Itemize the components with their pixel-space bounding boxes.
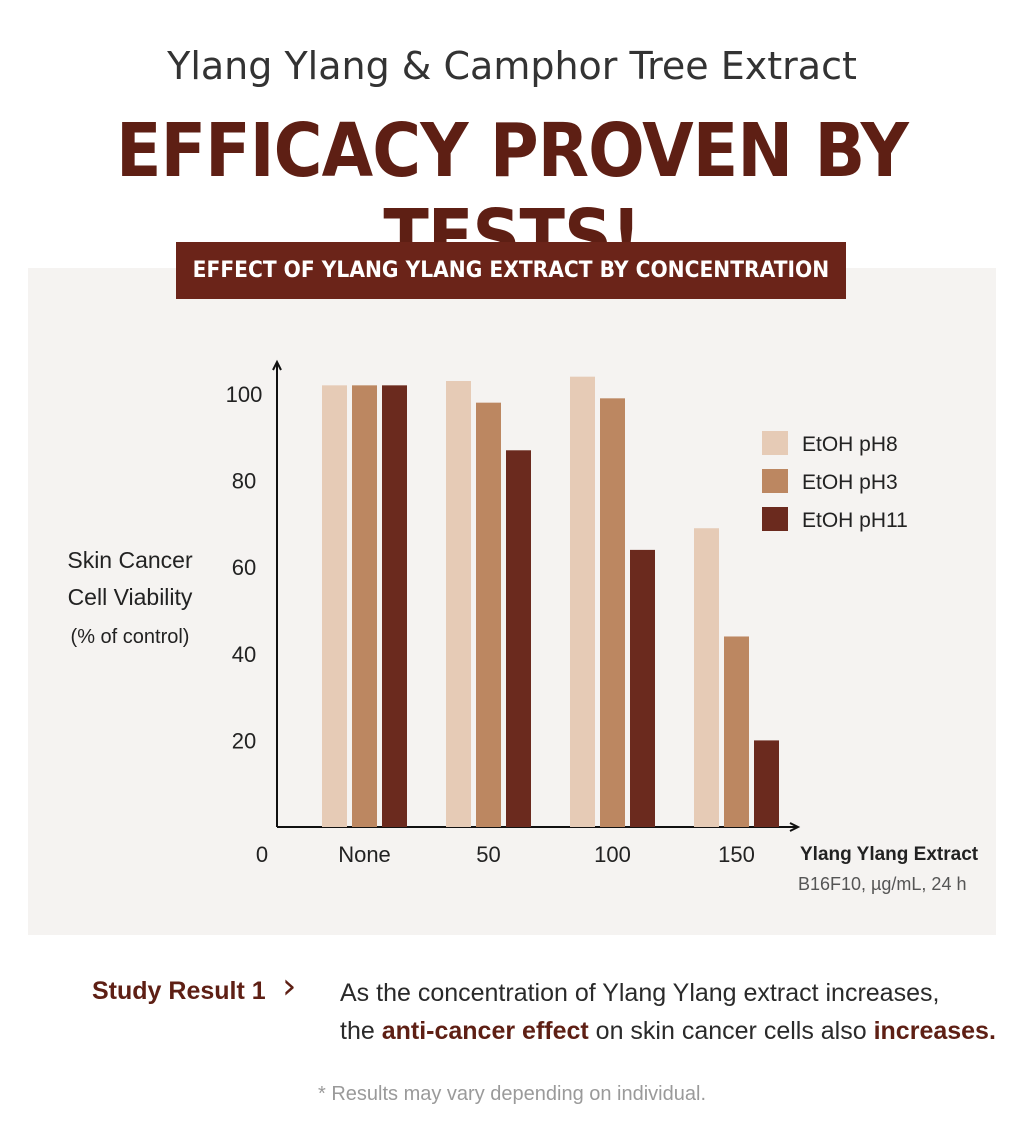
y-axis-label-line1: Skin Cancer bbox=[67, 547, 193, 573]
result-text-pre: the bbox=[340, 1017, 382, 1045]
result-text-mid: on skin cancer cells also bbox=[588, 1017, 874, 1045]
chevron-right-icon: › bbox=[282, 966, 297, 1007]
result-emphasis-effect: anti-cancer effect bbox=[381, 1017, 589, 1045]
result-text-line1: As the concentration of Ylang Ylang extr… bbox=[340, 979, 940, 1007]
chart-banner-text: EFFECT OF YLANG YLANG EXTRACT BY CONCENT… bbox=[192, 258, 830, 283]
result-text-line2: the anti-cancer effect on skin cancer ce… bbox=[340, 1017, 996, 1046]
result-emphasis-increases: increases. bbox=[873, 1017, 996, 1045]
disclaimer-note: * Results may vary depending on individu… bbox=[318, 1083, 706, 1105]
y-axis-label-unit: (% of control) bbox=[70, 626, 190, 648]
study-result-label: Study Result 1 bbox=[92, 977, 266, 1005]
subtitle: Ylang Ylang & Camphor Tree Extract bbox=[167, 44, 857, 88]
chart-banner: EFFECT OF YLANG YLANG EXTRACT BY CONCENT… bbox=[176, 242, 846, 299]
y-axis-label-line2: Cell Viability bbox=[67, 584, 193, 610]
headline: EFFICACY PROVEN BY TESTS! bbox=[115, 108, 909, 280]
